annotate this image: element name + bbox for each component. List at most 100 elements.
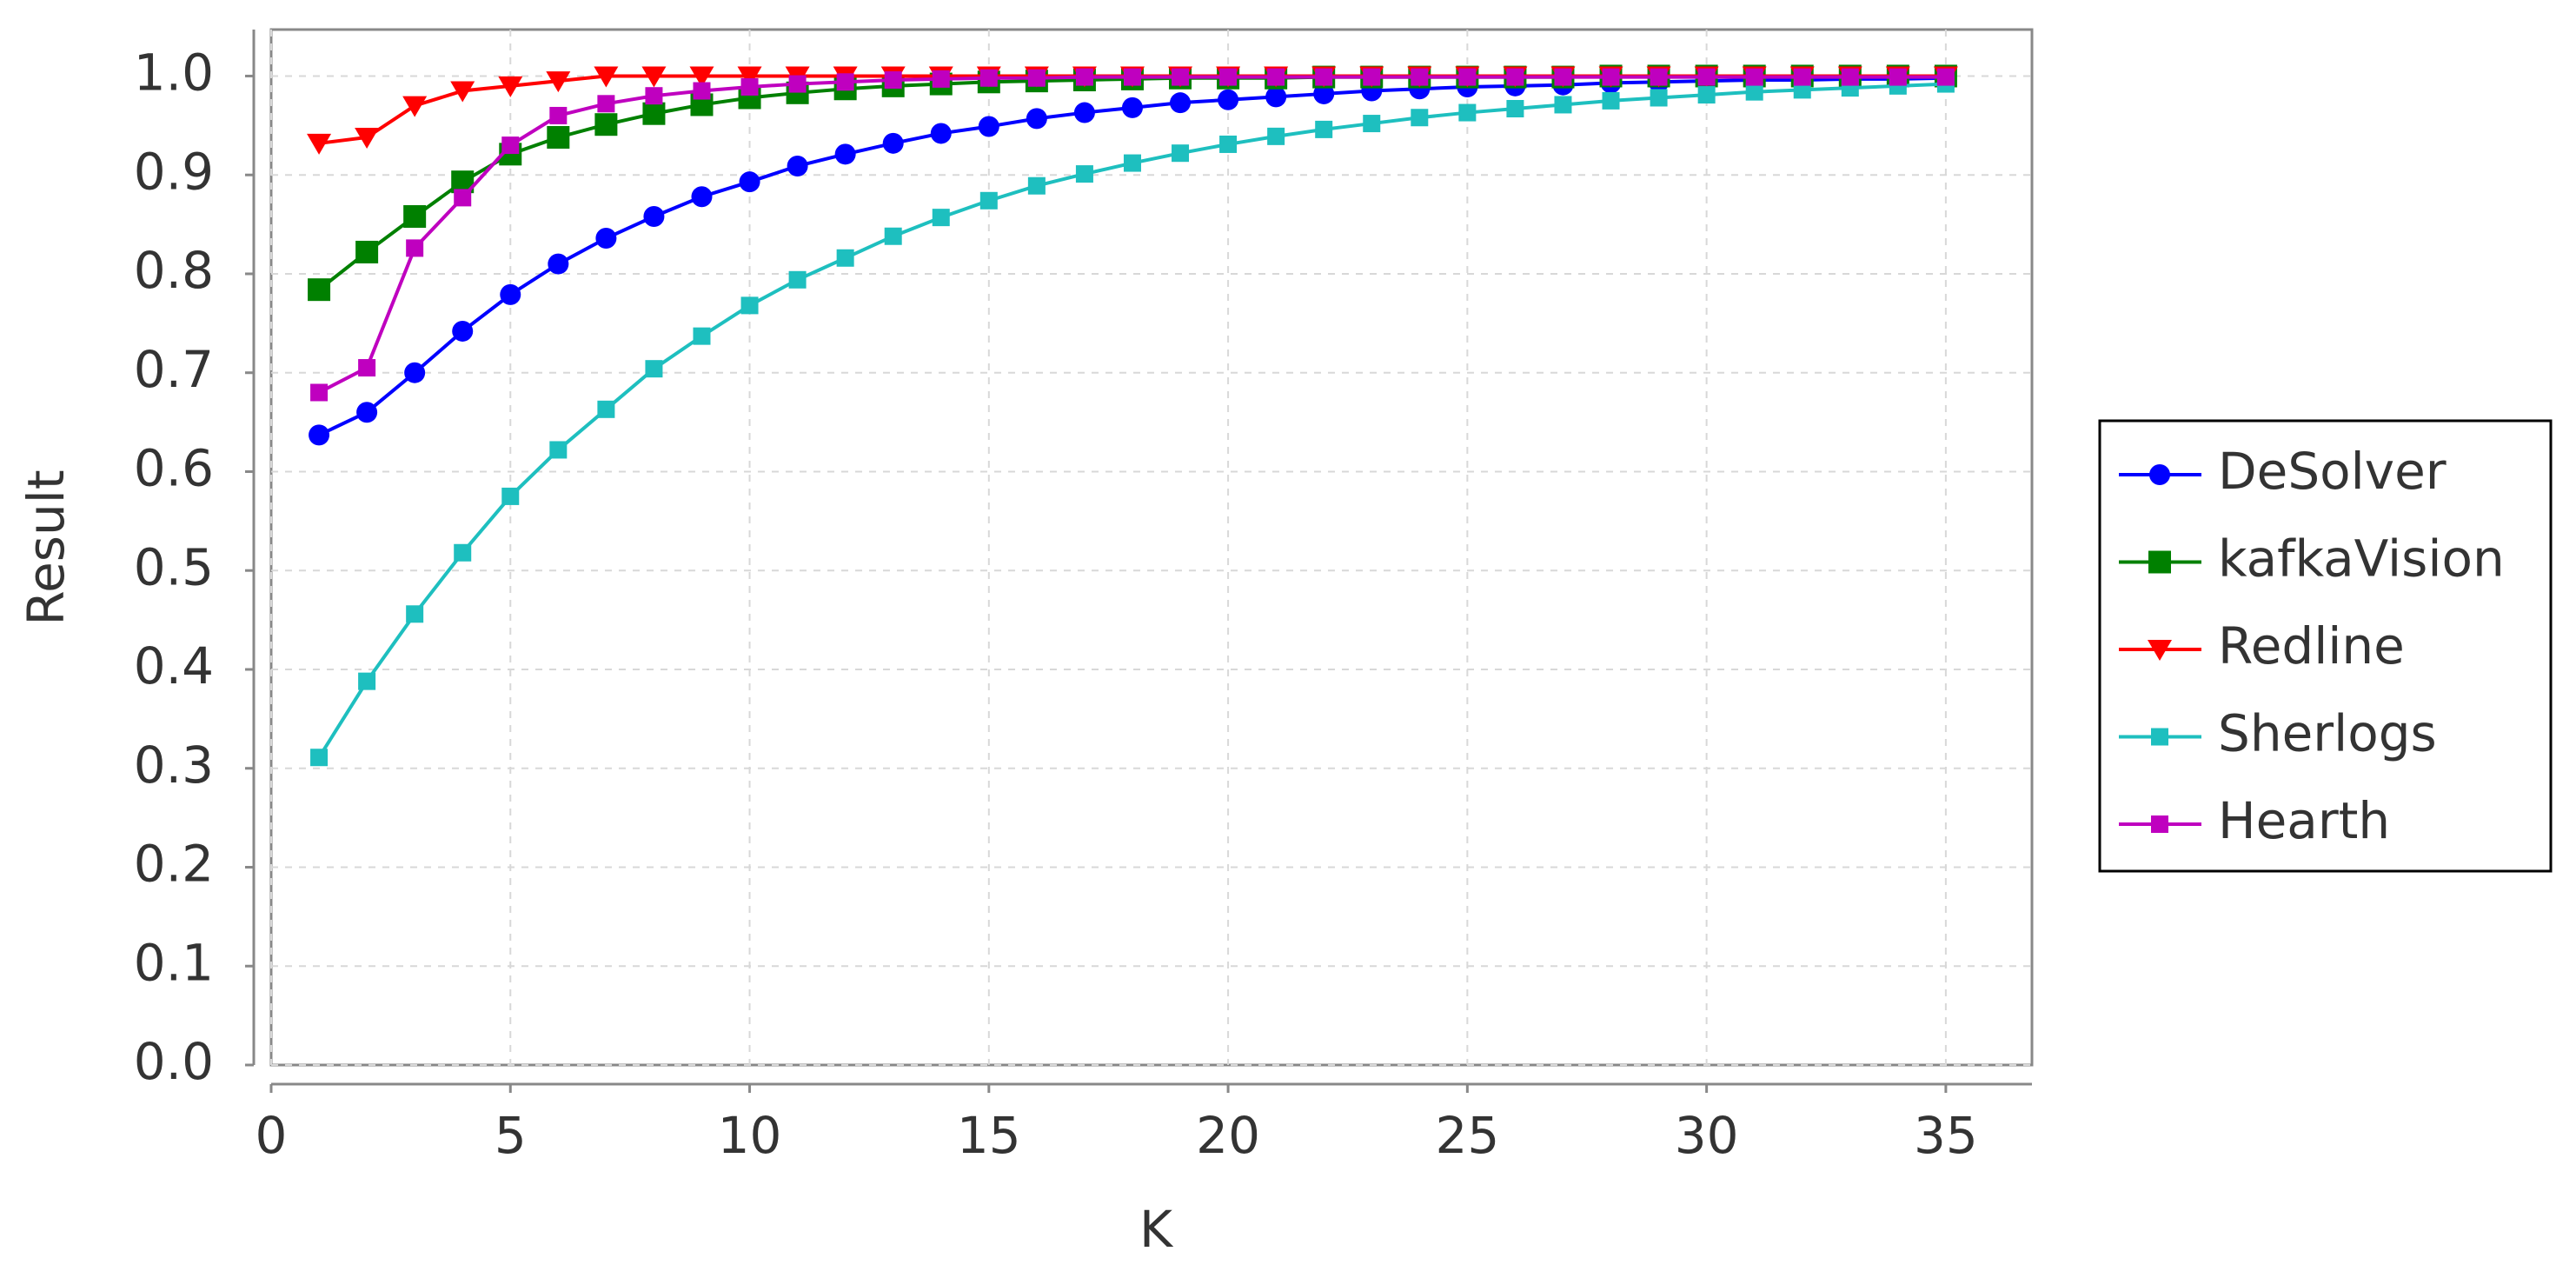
x-tick-label: 35 bbox=[1914, 1106, 1978, 1165]
marker bbox=[645, 87, 663, 105]
marker bbox=[1172, 144, 1190, 163]
marker bbox=[548, 253, 569, 275]
marker bbox=[642, 102, 666, 125]
y-axis-label: Result bbox=[17, 469, 76, 625]
marker bbox=[1411, 109, 1429, 127]
marker bbox=[358, 359, 376, 377]
legend-label: Redline bbox=[2218, 616, 2405, 676]
marker bbox=[884, 71, 902, 90]
y-tick-label: 0.9 bbox=[134, 142, 214, 201]
marker bbox=[500, 283, 521, 305]
marker bbox=[1313, 83, 1335, 104]
marker bbox=[1363, 68, 1381, 86]
marker bbox=[1554, 68, 1572, 86]
marker bbox=[979, 191, 998, 210]
x-tick-label: 20 bbox=[1196, 1106, 1260, 1165]
y-tick-label: 0.4 bbox=[134, 636, 214, 696]
marker bbox=[693, 327, 711, 345]
y-tick-label: 1.0 bbox=[134, 43, 214, 103]
marker bbox=[689, 66, 714, 88]
marker bbox=[1172, 68, 1190, 86]
marker bbox=[1745, 68, 1763, 86]
marker bbox=[1841, 68, 1859, 86]
marker bbox=[1075, 68, 1093, 86]
marker bbox=[1265, 86, 1287, 108]
marker bbox=[1075, 165, 1093, 183]
marker bbox=[355, 240, 379, 263]
marker bbox=[1458, 103, 1477, 122]
marker bbox=[1936, 68, 1955, 86]
marker bbox=[1602, 68, 1620, 86]
marker bbox=[595, 228, 617, 250]
marker bbox=[597, 95, 615, 113]
marker bbox=[1363, 115, 1381, 133]
marker bbox=[501, 487, 520, 505]
marker bbox=[645, 360, 663, 378]
marker bbox=[2148, 550, 2171, 574]
marker bbox=[1121, 97, 1143, 118]
marker bbox=[454, 543, 472, 562]
marker bbox=[836, 249, 854, 267]
marker bbox=[1027, 69, 1046, 87]
marker bbox=[547, 125, 570, 149]
marker bbox=[787, 155, 808, 176]
marker bbox=[1219, 68, 1238, 86]
marker bbox=[1506, 68, 1524, 86]
marker bbox=[884, 227, 902, 245]
y-tick-label: 0.3 bbox=[134, 736, 214, 795]
x-tick-label: 10 bbox=[718, 1106, 782, 1165]
marker bbox=[930, 123, 952, 144]
marker bbox=[1889, 68, 1907, 86]
marker bbox=[691, 186, 713, 208]
marker bbox=[641, 66, 667, 88]
y-tick-label: 0.1 bbox=[134, 933, 214, 992]
marker bbox=[450, 81, 475, 103]
marker bbox=[594, 66, 619, 88]
x-tick-label: 25 bbox=[1435, 1106, 1499, 1165]
marker bbox=[836, 73, 854, 91]
marker bbox=[403, 204, 427, 228]
y-tick-label: 0.6 bbox=[134, 439, 214, 498]
marker bbox=[739, 171, 760, 193]
y-tick-label: 0.5 bbox=[134, 537, 214, 596]
x-tick-label: 5 bbox=[495, 1106, 527, 1165]
marker bbox=[1123, 68, 1141, 86]
marker bbox=[309, 424, 330, 446]
marker bbox=[1697, 68, 1716, 86]
marker bbox=[2149, 464, 2170, 485]
marker bbox=[1697, 86, 1716, 104]
marker bbox=[2151, 815, 2168, 833]
marker bbox=[1218, 89, 1239, 110]
marker bbox=[1506, 100, 1524, 118]
marker bbox=[1554, 96, 1572, 114]
marker bbox=[1026, 108, 1047, 130]
marker bbox=[788, 75, 807, 93]
marker bbox=[1650, 89, 1668, 107]
marker bbox=[2151, 728, 2168, 746]
marker bbox=[1793, 68, 1811, 86]
marker bbox=[1650, 68, 1668, 86]
marker bbox=[882, 132, 904, 154]
marker bbox=[1219, 135, 1238, 153]
y-tick-label: 0.7 bbox=[134, 340, 214, 399]
marker bbox=[358, 672, 376, 690]
marker bbox=[546, 71, 571, 93]
legend-label: Sherlogs bbox=[2218, 704, 2437, 763]
x-tick-label: 0 bbox=[256, 1106, 288, 1165]
marker bbox=[310, 383, 329, 402]
marker bbox=[356, 402, 378, 423]
marker bbox=[740, 296, 759, 315]
marker bbox=[2148, 640, 2172, 661]
marker bbox=[406, 605, 424, 623]
marker bbox=[406, 239, 424, 257]
marker bbox=[693, 82, 711, 100]
marker bbox=[452, 320, 474, 342]
marker bbox=[1123, 154, 1141, 172]
legend-label: kafkaVision bbox=[2218, 529, 2505, 589]
legend-label: Hearth bbox=[2218, 791, 2390, 850]
marker bbox=[643, 205, 665, 227]
marker bbox=[404, 362, 426, 383]
marker bbox=[310, 749, 329, 767]
marker bbox=[1170, 92, 1192, 114]
